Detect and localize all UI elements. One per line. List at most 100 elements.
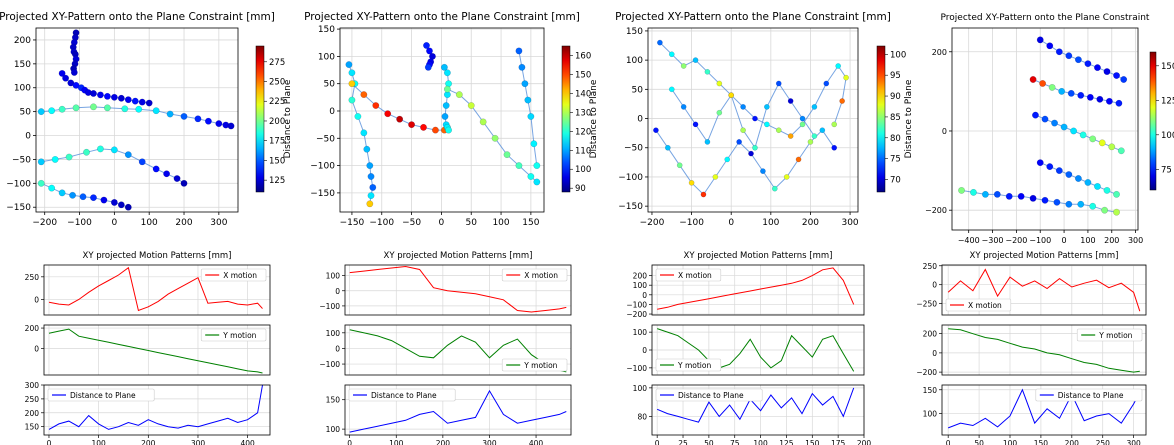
colorbar-tick-label: 75 [1161, 165, 1172, 175]
data-point [1046, 163, 1054, 171]
data-point [799, 121, 806, 128]
data-point [1084, 60, 1092, 68]
x-tick-label: 400 [529, 439, 544, 445]
legend-box [200, 268, 267, 282]
y-tick-label: 100 [923, 410, 938, 419]
x-tick-label: 300 [1126, 439, 1141, 445]
data-point [1041, 115, 1049, 123]
colorbar-tick-label: 90 [890, 92, 901, 102]
data-point [72, 104, 80, 112]
data-point [1089, 202, 1097, 210]
chart-title: XY projected Motion Patterns [mm] [83, 251, 232, 261]
axes-frame [35, 27, 239, 213]
y-tick-label: 0 [25, 132, 31, 142]
data-point [764, 121, 770, 128]
y-tick-label: −50 [624, 144, 643, 154]
x-tick-label: 0 [439, 218, 445, 228]
axes-frame [344, 384, 572, 436]
data-point [366, 162, 374, 169]
data-point [530, 140, 538, 148]
data-point [1074, 56, 1082, 64]
y-tick-label: 250 [25, 395, 40, 404]
data-point [455, 91, 463, 99]
x-tick-label: 50 [974, 439, 984, 445]
y-tick-label: 150 [326, 396, 341, 405]
series-line [948, 388, 1141, 429]
chart-title: XY projected Motion Patterns [mm] [970, 251, 1119, 261]
x-tick-label: 200 [141, 439, 156, 445]
x-tick-label: −200 [640, 218, 665, 228]
data-point [1065, 171, 1073, 178]
y-tick-label: 200 [14, 36, 31, 46]
data-point [110, 93, 118, 101]
motion-2: XY projected Motion Patterns [mm]−100010… [319, 251, 572, 445]
data-point [70, 69, 78, 76]
x-tick-label: 100 [753, 439, 768, 445]
data-point [1103, 186, 1111, 194]
data-point [100, 196, 108, 204]
data-point [1029, 76, 1037, 83]
data-point [775, 127, 782, 134]
data-point [215, 120, 223, 127]
colorbar-tick-label: 150 [269, 156, 285, 166]
data-point [440, 63, 448, 71]
subplot-x-motion: 0 250 X motion [25, 264, 271, 316]
data-point [524, 96, 532, 104]
data-point [764, 104, 770, 110]
data-point [166, 110, 174, 118]
data-point [527, 113, 535, 120]
y-tick-label: 300 [25, 381, 40, 390]
legend-label: Y motion [222, 331, 256, 340]
colorbar [1149, 51, 1157, 191]
y-tick-label: −150 [618, 202, 643, 212]
data-point [1103, 68, 1111, 75]
y-tick-label: 0 [642, 291, 647, 300]
y-tick-label: 150 [25, 423, 40, 432]
x-tick-label: 100 [762, 218, 779, 228]
data-point [117, 94, 125, 102]
y-tick-label: −100 [310, 162, 335, 172]
data-point [79, 193, 87, 201]
data-point [1055, 48, 1063, 56]
colorbar-tick-label: 100 [1161, 131, 1174, 141]
data-point [360, 91, 368, 99]
data-point [90, 194, 97, 202]
data-point [110, 199, 118, 206]
data-point [48, 107, 56, 115]
y-tick-label: −100 [319, 360, 340, 369]
data-point [668, 51, 675, 58]
data-point [124, 151, 132, 159]
data-point [152, 165, 160, 173]
data-point [345, 61, 353, 68]
data-point [1041, 196, 1049, 204]
y-tick-label: 250 [25, 273, 40, 282]
axes-frame [951, 27, 1139, 231]
data-point [1065, 200, 1073, 208]
colorbar-label: Distance to Plane [589, 79, 599, 158]
data-point [1065, 52, 1073, 60]
data-point [831, 121, 838, 128]
x-tick-label: 100 [389, 439, 404, 445]
legend-label: Y motion [677, 361, 711, 370]
legend: X motion [501, 268, 568, 282]
series-path [655, 129, 835, 196]
y-tick-label: 100 [14, 84, 31, 94]
series-path [41, 106, 232, 127]
series-line [657, 387, 855, 423]
data-point [348, 69, 356, 77]
data-point [521, 80, 529, 88]
data-point [396, 115, 404, 123]
legend-box [200, 328, 267, 342]
data-point [760, 168, 766, 174]
data-point [1096, 95, 1104, 103]
legend-label: X motion [968, 301, 1002, 310]
x-tick-label: −100 [1029, 236, 1051, 245]
y-tick-label: 200 [923, 330, 938, 339]
y-tick-label: −150 [6, 203, 31, 213]
y-tick-label: −200 [916, 368, 937, 377]
y-tick-label: 100 [633, 328, 648, 337]
y-tick-label: −100 [626, 364, 647, 373]
data-point [103, 92, 111, 100]
y-tick-label: 200 [25, 409, 40, 418]
data-point [1053, 198, 1061, 206]
